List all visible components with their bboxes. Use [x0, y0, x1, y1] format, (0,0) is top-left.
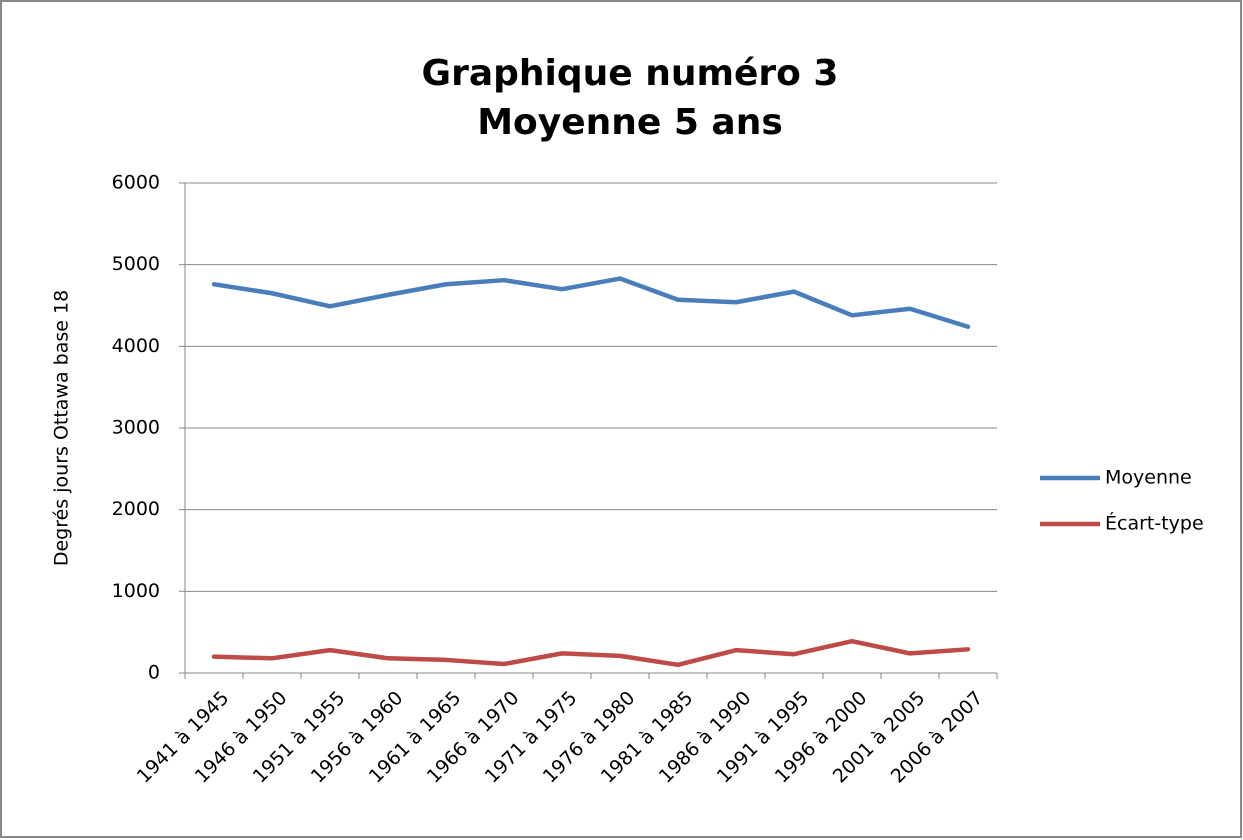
y-tick-label: 2000	[112, 498, 160, 520]
y-tick-label: 3000	[112, 417, 160, 439]
legend-label: Écart-type	[1105, 512, 1204, 535]
chart-title: Moyenne 5 ans	[477, 102, 783, 143]
series-line	[211, 276, 971, 329]
y-tick-label: 1000	[112, 580, 160, 602]
chart-title: Graphique numéro 3	[422, 53, 839, 94]
y-axis-label: Degrés jours Ottawa base 18	[51, 290, 73, 566]
y-tick-label: 5000	[112, 253, 160, 275]
y-tick-label: 0	[148, 662, 160, 684]
series-line	[211, 638, 971, 668]
y-tick-label: 4000	[112, 335, 160, 357]
legend-label: Moyenne	[1105, 467, 1192, 489]
y-tick-label: 6000	[112, 172, 160, 194]
